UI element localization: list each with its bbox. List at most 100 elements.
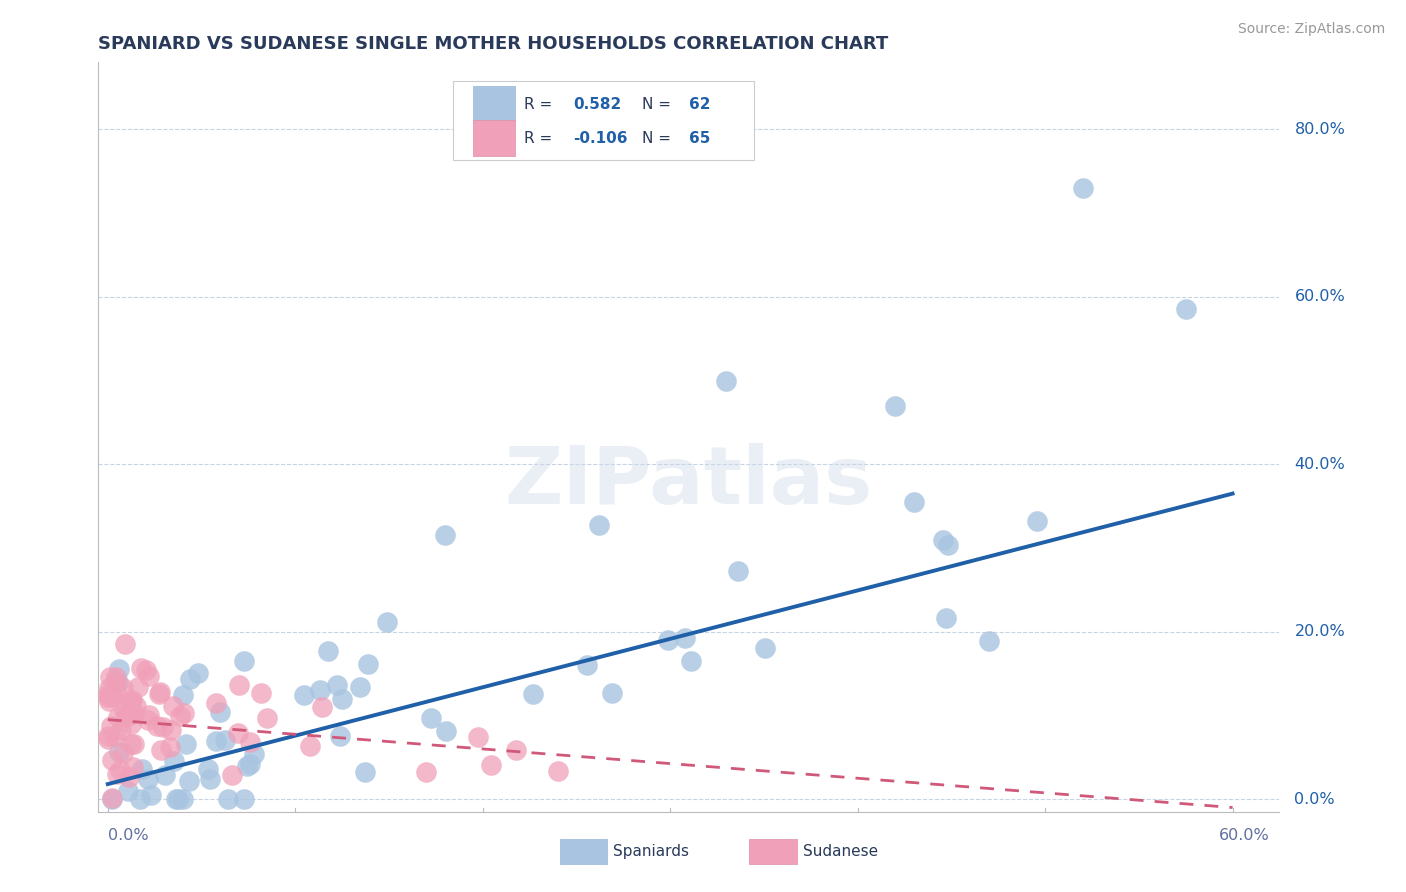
- Point: [177, 774, 200, 789]
- Point: [936, 538, 959, 552]
- Point: [160, 723, 183, 738]
- Point: [145, 719, 167, 733]
- FancyBboxPatch shape: [472, 120, 516, 155]
- Point: [115, 709, 138, 723]
- FancyBboxPatch shape: [453, 81, 754, 160]
- Point: [233, 792, 256, 806]
- Text: R =: R =: [523, 131, 557, 145]
- Point: [727, 564, 749, 578]
- Point: [205, 734, 228, 748]
- Text: R =: R =: [523, 97, 557, 112]
- Point: [138, 708, 160, 723]
- Point: [172, 792, 194, 806]
- Point: [226, 725, 249, 739]
- Text: 0.582: 0.582: [574, 97, 621, 112]
- Point: [149, 742, 172, 756]
- Point: [117, 696, 139, 710]
- Point: [681, 654, 703, 668]
- Text: Source: ZipAtlas.com: Source: ZipAtlas.com: [1237, 22, 1385, 37]
- Point: [415, 765, 437, 780]
- Point: [97, 732, 120, 747]
- Point: [159, 739, 181, 754]
- Point: [111, 746, 134, 760]
- Point: [122, 760, 145, 774]
- Text: 0.0%: 0.0%: [108, 829, 149, 844]
- Point: [547, 764, 569, 779]
- Point: [292, 688, 315, 702]
- Point: [122, 706, 145, 720]
- Point: [120, 717, 142, 731]
- Point: [217, 792, 239, 806]
- Point: [98, 694, 121, 708]
- Point: [127, 680, 149, 694]
- Point: [221, 768, 243, 782]
- Point: [239, 734, 262, 748]
- Point: [204, 697, 226, 711]
- Point: [979, 634, 1001, 648]
- Point: [330, 692, 353, 706]
- Point: [256, 711, 278, 725]
- Text: Sudanese: Sudanese: [803, 845, 877, 859]
- Point: [152, 720, 174, 734]
- Point: [309, 683, 332, 698]
- FancyBboxPatch shape: [472, 87, 516, 122]
- Point: [172, 688, 194, 702]
- Point: [187, 666, 209, 681]
- Point: [434, 528, 457, 542]
- Point: [131, 762, 153, 776]
- Point: [97, 729, 120, 743]
- Point: [169, 709, 191, 723]
- Point: [100, 719, 122, 733]
- Point: [104, 670, 127, 684]
- Point: [228, 678, 250, 692]
- Point: [239, 756, 262, 771]
- Point: [173, 706, 195, 720]
- Point: [233, 654, 256, 668]
- Point: [120, 695, 142, 709]
- Point: [125, 699, 148, 714]
- Point: [101, 753, 124, 767]
- Point: [657, 633, 679, 648]
- Point: [148, 687, 170, 701]
- Point: [162, 699, 184, 714]
- Point: [754, 640, 776, 655]
- Point: [243, 747, 266, 761]
- Point: [179, 672, 201, 686]
- Point: [107, 710, 129, 724]
- Point: [357, 657, 380, 672]
- Point: [129, 661, 152, 675]
- Text: SPANIARD VS SUDANESE SINGLE MOTHER HOUSEHOLDS CORRELATION CHART: SPANIARD VS SUDANESE SINGLE MOTHER HOUSE…: [98, 35, 889, 53]
- Point: [329, 729, 352, 743]
- Point: [1174, 302, 1197, 317]
- Point: [104, 682, 127, 697]
- Text: N =: N =: [641, 97, 675, 112]
- Point: [165, 792, 187, 806]
- Point: [121, 693, 143, 707]
- Point: [122, 737, 145, 751]
- Point: [110, 723, 132, 737]
- Point: [903, 495, 925, 509]
- Point: [118, 770, 141, 784]
- Point: [174, 737, 197, 751]
- Point: [128, 792, 150, 806]
- Text: 40.0%: 40.0%: [1295, 457, 1346, 472]
- Point: [139, 789, 162, 803]
- Point: [575, 657, 598, 672]
- Point: [97, 687, 120, 701]
- Point: [326, 678, 349, 692]
- Point: [153, 768, 176, 782]
- Text: -0.106: -0.106: [574, 131, 627, 145]
- Point: [299, 739, 322, 754]
- Point: [97, 690, 120, 705]
- Text: 80.0%: 80.0%: [1295, 122, 1346, 136]
- Point: [162, 754, 184, 768]
- Text: ZIPatlas: ZIPatlas: [505, 443, 873, 521]
- Point: [149, 685, 172, 699]
- Point: [112, 681, 135, 695]
- Text: Spaniards: Spaniards: [613, 845, 689, 859]
- Point: [104, 729, 127, 743]
- Text: 65: 65: [689, 131, 710, 145]
- Text: N =: N =: [641, 131, 675, 145]
- Text: 60.0%: 60.0%: [1219, 829, 1270, 844]
- Point: [136, 772, 159, 787]
